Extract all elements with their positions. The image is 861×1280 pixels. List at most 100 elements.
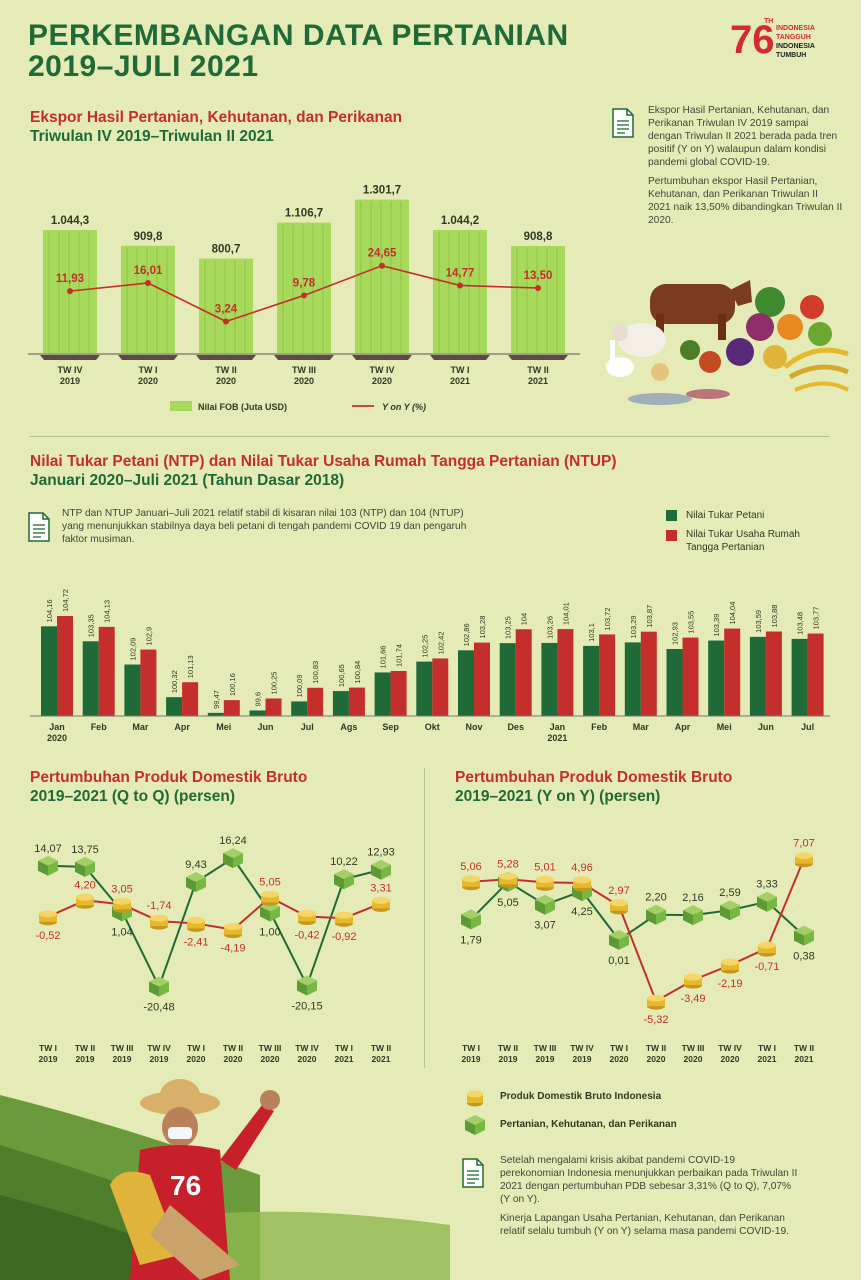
pdb-value-label: 3,05 xyxy=(111,883,132,895)
pdb-value-label: -3,49 xyxy=(680,993,705,1005)
ekspor-note-p2: Pertumbuhan ekspor Hasil Pertanian, Kehu… xyxy=(648,176,843,226)
cube-left xyxy=(794,930,804,946)
coin-top xyxy=(372,896,390,904)
ntup-value-label: 103,28 xyxy=(478,616,487,639)
x-tick-label: Mei xyxy=(717,722,732,732)
pertanian-value-label: -20,48 xyxy=(143,1002,174,1014)
pdb-value-label: 4,20 xyxy=(74,879,95,891)
x-tick-label: TW I xyxy=(335,1043,353,1053)
ntup-value-label: 104 xyxy=(520,613,529,626)
legend-label-ntup: Nilai Tukar Usaha Rumah Tangga Pertanian xyxy=(686,529,800,553)
ntp-value-label: 102,25 xyxy=(420,635,429,658)
cube-right xyxy=(344,874,354,890)
x-tick-label: 2021 xyxy=(335,1054,354,1064)
ship-icon xyxy=(40,355,100,360)
anniversary-logo: 76 TH INDONESIA TANGGUH INDONESIA TUMBUH xyxy=(730,18,842,68)
legend-swatch-fob xyxy=(170,401,192,411)
coin-top xyxy=(499,872,517,880)
pdb-note-p1: Setelah mengalami krisis akibat pandemi … xyxy=(500,1155,798,1205)
pertanian-point-cube xyxy=(297,975,317,996)
x-tick-label: 2019 xyxy=(113,1054,132,1064)
pdb-point-coin xyxy=(113,897,131,913)
x-tick-label: 2020 xyxy=(138,376,158,386)
ntp-bar xyxy=(416,661,433,716)
ntup-value-label: 103,87 xyxy=(645,605,654,628)
x-tick-label: 2019 xyxy=(76,1054,95,1064)
cube-top xyxy=(757,891,777,902)
cube-top xyxy=(720,900,740,911)
coin-top xyxy=(113,897,131,905)
pertanian-point-cube xyxy=(186,871,206,892)
x-tick-label: 2020 xyxy=(187,1054,206,1064)
x-tick-label: TW IV xyxy=(718,1043,742,1053)
ntp-value-label: 103,26 xyxy=(545,616,554,639)
x-tick-label: Jan xyxy=(49,722,65,732)
cube-right xyxy=(196,876,206,892)
coin-body xyxy=(758,945,776,954)
pdb-line xyxy=(470,858,805,1003)
cube-right xyxy=(693,910,703,926)
ship-icon xyxy=(430,355,490,360)
cube-right xyxy=(656,909,666,925)
yoy-point xyxy=(457,282,463,289)
cube-left xyxy=(371,864,381,880)
ntp-value-label: 104,16 xyxy=(45,599,54,622)
ntup-bar xyxy=(515,629,532,716)
x-tick-label: TW II xyxy=(215,365,237,375)
pertanian-value-label: 2,59 xyxy=(719,887,740,899)
pdb-value-label: 2,97 xyxy=(608,885,629,897)
x-tick-label: TW II xyxy=(794,1043,814,1053)
ntup-value-label: 103,88 xyxy=(770,605,779,628)
x-tick-label: TW IV xyxy=(295,1043,319,1053)
ntup-value-label: 100,84 xyxy=(353,661,362,684)
x-tick-label: TW I xyxy=(451,365,470,375)
x-tick-label: TW III xyxy=(534,1043,557,1053)
ntp-value-label: 100,32 xyxy=(170,670,179,693)
pdb-point-coin xyxy=(573,876,591,892)
page-title: PERKEMBANGAN DATA PERTANIAN 2019–JULI 20… xyxy=(28,19,569,83)
legend-label-pdb: Produk Domestik Bruto Indonesia xyxy=(500,1091,662,1102)
x-tick-label: Mar xyxy=(132,722,149,732)
cow-illustration xyxy=(650,280,752,340)
legend-label-fob: Nilai FOB (Juta USD) xyxy=(198,402,287,412)
ekspor-title-line1: Ekspor Hasil Pertanian, Kehutanan, dan P… xyxy=(30,109,403,126)
x-tick-label: Jun xyxy=(257,722,273,732)
ntup-bar xyxy=(182,682,199,716)
cube-top xyxy=(186,871,206,882)
legend-label-ntp: Nilai Tukar Petani xyxy=(686,510,765,521)
pertanian-line xyxy=(470,880,805,942)
x-tick-label: 2019 xyxy=(499,1054,518,1064)
x-tick-label: Feb xyxy=(91,722,108,732)
mask xyxy=(168,1127,192,1139)
cube-right xyxy=(270,906,280,922)
ntup-value-label: 103,72 xyxy=(603,607,612,630)
coin-body xyxy=(224,926,242,935)
x-tick-label: TW I xyxy=(187,1043,205,1053)
ntp-value-label: 102,93 xyxy=(671,622,680,645)
ntp-bar xyxy=(374,672,391,716)
cube-top xyxy=(297,975,317,986)
x-tick-label: 2019 xyxy=(536,1054,555,1064)
yoy-value-label: 16,01 xyxy=(134,265,163,277)
bar-value-label: 1.106,7 xyxy=(285,208,323,220)
ntp-note: NTP dan NTUP Januari–Juli 2021 relatif s… xyxy=(62,508,467,545)
legend-swatch-ntup xyxy=(666,530,677,541)
x-tick-label: Jan xyxy=(550,722,566,732)
coin-top xyxy=(610,899,628,907)
coin-body xyxy=(610,902,628,911)
ekspor-title: Ekspor Hasil Pertanian, Kehutanan, dan P… xyxy=(30,108,402,146)
pdb-point-coin xyxy=(261,890,279,906)
pertanian-value-label: 1,79 xyxy=(460,934,481,946)
x-tick-label: TW IV xyxy=(370,365,395,375)
pertanian-point-cube xyxy=(371,859,391,880)
export-bar xyxy=(355,199,409,353)
cube-top xyxy=(223,848,243,859)
x-tick-label: TW II xyxy=(646,1043,666,1053)
bar-value-label: 1.301,7 xyxy=(363,185,401,197)
logo-line: INDONESIA xyxy=(776,25,815,32)
cube-icon xyxy=(465,1115,485,1135)
coin-body xyxy=(298,913,316,922)
cube-right xyxy=(619,934,629,950)
pertanian-value-label: 10,22 xyxy=(330,856,358,868)
pdb-point-coin xyxy=(335,911,353,927)
